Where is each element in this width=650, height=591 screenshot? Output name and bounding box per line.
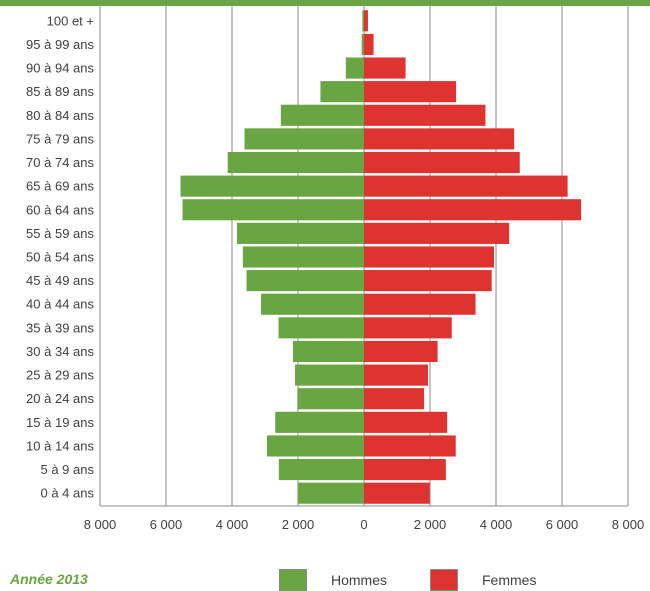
- bar-men: [280, 104, 364, 126]
- bar-women: [364, 57, 406, 79]
- bar-women: [364, 411, 448, 433]
- category-label: 75 à 79 ans: [26, 131, 94, 146]
- bar-women: [364, 246, 495, 268]
- bar-women: [364, 175, 568, 197]
- bar-women: [364, 317, 452, 339]
- bar-men: [297, 388, 364, 410]
- bar-women: [364, 199, 582, 221]
- population-pyramid-chart: 100 et + 95 à 99 ans 90 à 94 ans 85 à 89 an…: [26, 6, 645, 532]
- bar-men: [297, 482, 364, 504]
- legend-swatch-women: [430, 569, 458, 591]
- x-tick-label: 8 000: [612, 517, 645, 532]
- legend-item-men: Hommes: [279, 569, 387, 591]
- x-tick-label: 8 000: [84, 517, 117, 532]
- category-label: 30 à 34 ans: [26, 344, 94, 359]
- bar-men: [361, 33, 364, 55]
- bar-women: [364, 10, 368, 32]
- bar-women: [364, 293, 476, 315]
- category-label: 80 à 84 ans: [26, 108, 94, 123]
- category-label: 70 à 74 ans: [26, 155, 94, 170]
- x-tick-label: 6 000: [546, 517, 579, 532]
- category-label: 100 et +: [47, 13, 94, 28]
- bar-women: [364, 81, 457, 103]
- bar-women: [364, 340, 438, 363]
- bar-men: [182, 199, 364, 221]
- bar-men: [295, 364, 364, 386]
- bar-men: [320, 81, 364, 103]
- bar-women: [364, 270, 492, 292]
- category-label: 20 à 24 ans: [26, 391, 94, 406]
- bar-men: [261, 293, 364, 315]
- bar-men: [345, 57, 364, 79]
- category-label: 25 à 29 ans: [26, 368, 94, 383]
- category-label: 45 à 49 ans: [26, 273, 94, 288]
- legend-swatch-men: [279, 569, 307, 591]
- category-label: 95 à 99 ans: [26, 37, 94, 52]
- bar-men: [278, 317, 364, 339]
- category-label: 60 à 64 ans: [26, 202, 94, 217]
- x-tick-labels: 8 000 6 000 4 000 2 000 0 2 000 4 000 6 000 8 00…: [84, 517, 645, 532]
- bar-men: [246, 270, 364, 292]
- x-tick-label: 4 000: [216, 517, 249, 532]
- bar-women: [364, 388, 425, 410]
- category-label: 90 à 94 ans: [26, 61, 94, 76]
- category-label: 15 à 19 ans: [26, 415, 94, 430]
- x-tick-label: 6 000: [150, 517, 183, 532]
- category-label: 55 à 59 ans: [26, 226, 94, 241]
- category-label: 65 à 69 ans: [26, 179, 94, 194]
- bar-men: [180, 175, 364, 197]
- bar-women: [364, 364, 429, 386]
- legend-label-men: Hommes: [331, 572, 388, 588]
- bar-women: [364, 33, 374, 55]
- bar-men: [236, 222, 364, 244]
- x-tick-label: 2 000: [414, 517, 447, 532]
- x-tick-label: 0: [360, 517, 367, 532]
- legend-label-women: Femmes: [482, 572, 537, 588]
- bar-women: [364, 151, 520, 174]
- bar-women: [364, 482, 430, 504]
- bar-men: [278, 459, 364, 481]
- bar-women: [364, 435, 456, 457]
- bar-men: [244, 128, 364, 150]
- x-tick-label: 2 000: [282, 517, 315, 532]
- category-label: 5 à 9 ans: [41, 462, 95, 477]
- bar-women: [364, 459, 446, 481]
- category-label: 85 à 89 ans: [26, 84, 94, 99]
- year-label: Année 2013: [10, 571, 88, 587]
- x-tick-label: 4 000: [480, 517, 513, 532]
- category-label: 35 à 39 ans: [26, 320, 94, 335]
- bar-women: [364, 104, 486, 126]
- top-accent-bar: [0, 0, 650, 6]
- bar-men: [227, 151, 364, 174]
- bar-men: [266, 435, 364, 457]
- bar-men: [362, 10, 364, 32]
- bar-women: [364, 222, 510, 244]
- category-labels: 100 et + 95 à 99 ans 90 à 94 ans 85 à 89 an…: [26, 13, 94, 500]
- category-label: 50 à 54 ans: [26, 250, 94, 265]
- legend-item-women: Femmes: [430, 569, 536, 591]
- category-label: 40 à 44 ans: [26, 297, 94, 312]
- bar-men: [293, 340, 364, 363]
- bar-men: [242, 246, 364, 268]
- bar-men: [275, 411, 364, 433]
- category-label: 10 à 14 ans: [26, 438, 94, 453]
- bar-women: [364, 128, 515, 150]
- bars: [180, 10, 582, 504]
- category-label: 0 à 4 ans: [41, 486, 95, 501]
